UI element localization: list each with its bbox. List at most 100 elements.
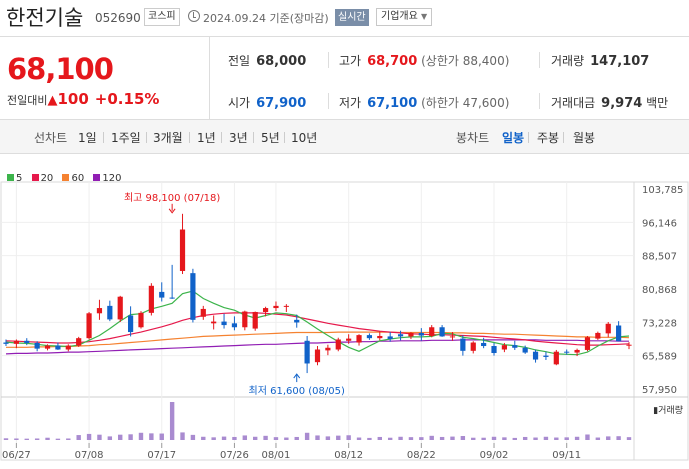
volume-bar xyxy=(128,434,133,440)
candle-body xyxy=(200,308,206,317)
candle-body xyxy=(76,338,82,346)
volume-bar xyxy=(626,437,632,440)
volume-bar xyxy=(118,434,123,440)
volume-bar xyxy=(253,436,258,440)
candle-body xyxy=(55,345,61,350)
candle xyxy=(439,325,445,337)
candle-body xyxy=(242,311,248,328)
x-tick-label: 08/22 xyxy=(407,450,436,461)
candle xyxy=(200,305,206,320)
candle-body xyxy=(159,291,165,298)
volume-bar xyxy=(273,437,279,440)
candle xyxy=(262,306,269,317)
volume-bar xyxy=(564,437,569,440)
candle-body xyxy=(273,305,279,309)
volume-bar xyxy=(481,437,486,440)
y-tick-label: 96,146 xyxy=(642,218,677,229)
y-tick-label: 57,950 xyxy=(642,385,677,396)
candle-body xyxy=(283,305,289,307)
legend-ma60: 60 xyxy=(62,173,84,184)
volume-bar xyxy=(169,402,175,440)
tab-10y[interactable]: 10년 xyxy=(291,131,318,145)
candle-body xyxy=(335,339,341,350)
candle-body xyxy=(346,338,352,341)
tab-5y[interactable]: 5년 xyxy=(261,131,280,145)
candle xyxy=(169,264,175,299)
x-tick-label: 06/27 xyxy=(2,450,31,461)
candle xyxy=(616,321,622,342)
candle xyxy=(138,311,144,329)
x-tick-label: 08/12 xyxy=(334,450,363,461)
tab-1w[interactable]: 1주일 xyxy=(111,131,141,145)
candle-body xyxy=(128,315,134,333)
volume-bar xyxy=(263,435,268,440)
volume-bar xyxy=(149,433,154,440)
tab-3y[interactable]: 3년 xyxy=(229,131,248,145)
volume-bar xyxy=(201,436,206,440)
candle-body xyxy=(304,340,310,364)
volume-bar xyxy=(460,436,466,440)
candle xyxy=(13,339,19,349)
candle xyxy=(408,332,414,340)
tab-1y[interactable]: 1년 xyxy=(197,131,216,145)
tab-1d[interactable]: 1일 xyxy=(78,131,97,145)
volume-bar xyxy=(408,437,414,440)
ma-legend: 5 20 60 120 xyxy=(7,173,128,184)
y-tick-label: 65,589 xyxy=(642,352,677,363)
volume-bar xyxy=(554,437,559,440)
realtime-button[interactable]: 실시간 xyxy=(335,9,369,26)
current-price: 68,100 xyxy=(7,52,114,86)
candle-body xyxy=(460,338,466,351)
volume-bar xyxy=(356,437,362,440)
tab-monthly[interactable]: 월봉 xyxy=(573,131,596,145)
volume-bar xyxy=(242,435,248,440)
stat-open: 시가 67,900 xyxy=(228,96,307,111)
tab-daily[interactable]: 일봉 xyxy=(502,131,525,145)
candle-body xyxy=(262,308,269,312)
low-annotation: 최저 61,600 (08/05) xyxy=(249,385,345,397)
volume-bar xyxy=(14,438,19,440)
volume-bar xyxy=(367,437,372,440)
stock-header: 한전기술 052690 코스피 2024.09.24 기준(장마감) 실시간 기… xyxy=(0,0,689,36)
volume-bar xyxy=(315,435,320,440)
candle-body xyxy=(13,340,19,344)
candle xyxy=(86,311,92,340)
candle-body xyxy=(481,342,487,347)
candle-body xyxy=(543,355,549,357)
volume-bar xyxy=(190,434,196,440)
candle-body xyxy=(138,312,144,328)
candle xyxy=(491,342,497,356)
candle xyxy=(429,325,435,338)
volume-bar xyxy=(3,438,9,440)
candle-body xyxy=(366,335,373,339)
volume-bar xyxy=(45,437,50,440)
change-percent: +0.15% xyxy=(94,90,160,108)
volume-bar xyxy=(211,437,216,440)
volume-bar xyxy=(34,438,40,440)
candle xyxy=(522,345,528,354)
candle-body xyxy=(512,345,518,348)
tab-3m[interactable]: 3개월 xyxy=(153,131,183,145)
candle-body xyxy=(148,285,154,313)
candle-body xyxy=(221,321,227,326)
company-info-dropdown[interactable]: 기업개요 ▼ xyxy=(376,8,433,26)
volume-bar xyxy=(574,436,580,440)
volume-bar xyxy=(86,433,92,440)
candle xyxy=(470,341,476,354)
candle-body xyxy=(252,311,258,329)
candle-body xyxy=(169,297,175,299)
candlestick-chart[interactable]: 103,785 96,146 88,507 80,868 73,228 65,589 57,… xyxy=(0,180,689,469)
volume-bar xyxy=(471,437,476,440)
candle-body xyxy=(356,335,362,343)
candle-chart-label: 봉차트 xyxy=(456,131,490,145)
candle-body xyxy=(532,351,539,360)
candle xyxy=(512,340,518,350)
candle-body xyxy=(491,346,497,354)
tab-weekly[interactable]: 주봉 xyxy=(537,131,560,145)
candle-body xyxy=(439,327,445,337)
chart-frame xyxy=(0,181,689,461)
price-change: 전일대비▲100 +0.15% xyxy=(7,90,159,108)
candle xyxy=(584,335,591,352)
volume-bar xyxy=(346,435,351,440)
candle xyxy=(76,336,82,347)
